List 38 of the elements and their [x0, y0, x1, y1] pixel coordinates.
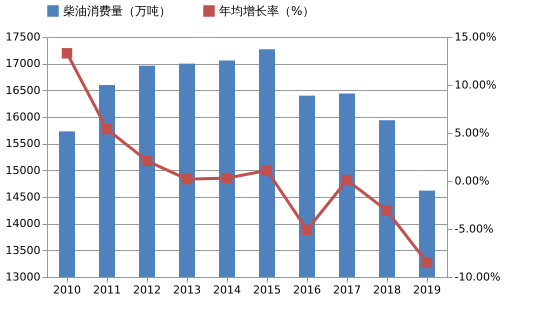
y-tick-label: 17000 [6, 57, 40, 70]
point [222, 172, 232, 184]
point [62, 48, 72, 59]
x-tick-label: 2018 [373, 284, 401, 296]
point [342, 174, 352, 186]
point [262, 165, 272, 176]
y2-tick-label: 10.00% [454, 78, 496, 92]
legend-label: 年均增长率（%） [219, 4, 314, 18]
y-tick-label: 14500 [6, 190, 40, 204]
point [142, 156, 152, 166]
x-tick-label: 2011 [93, 284, 121, 296]
x-tick-label: 2016 [293, 284, 321, 296]
y-tick-label: 13500 [6, 244, 40, 257]
y-tick-label: 14000 [6, 217, 40, 230]
x-tick-label: 2015 [253, 284, 281, 296]
point [302, 224, 312, 236]
y2-tick-label: 0.00% [454, 174, 490, 188]
x-tick-label: 2010 [53, 284, 81, 296]
x-tick-label: 2014 [213, 284, 241, 296]
y-tick-label: 15000 [6, 164, 40, 177]
y2-tick-label: -10.00% [454, 270, 500, 284]
x-tick-label: 2013 [173, 284, 201, 296]
y2-tick-label: 15.00% [454, 30, 496, 44]
y-tick-label: 16000 [6, 110, 40, 124]
point [102, 124, 112, 134]
y-tick-label: 13000 [6, 270, 40, 284]
point [422, 257, 432, 268]
y-tick-label: 15500 [6, 137, 40, 150]
y-tick-label: 16500 [6, 84, 40, 97]
point [382, 206, 392, 216]
x-tick-label: 2012 [133, 284, 161, 296]
x-tick-label: 2017 [333, 284, 361, 296]
legend-label: 柴油消费量（万吨） [63, 4, 171, 18]
point [182, 174, 192, 184]
y-tick-label: 17500 [6, 30, 40, 44]
y2-tick-label: 5.00% [454, 126, 490, 140]
y2-tick-label: -5.00% [454, 222, 494, 236]
x-tick-label: 2019 [413, 284, 441, 296]
